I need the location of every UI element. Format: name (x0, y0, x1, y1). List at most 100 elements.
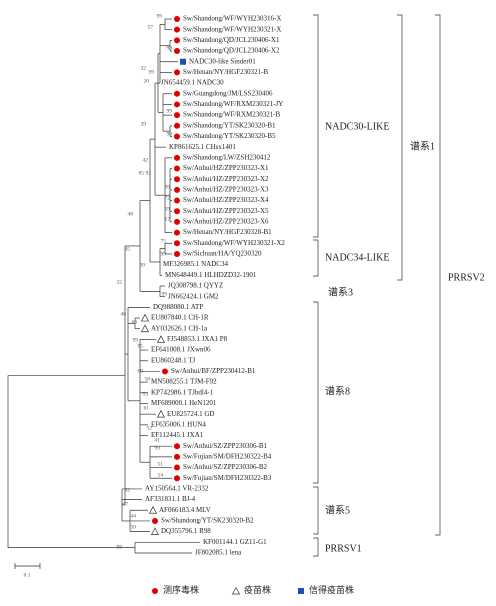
leaf-marker (174, 176, 180, 183)
bootstrap-value: 20 (144, 78, 150, 84)
leaf-marker (174, 475, 180, 482)
bootstrap-value: 61 (144, 405, 150, 411)
leaf-marker (174, 165, 180, 172)
leaf-marker (174, 218, 180, 225)
bootstrap-value: 99 (117, 544, 123, 550)
leaf-label: EF641008.1 JXwn06 (151, 346, 211, 354)
bootstrap-value: 57 (148, 24, 154, 30)
leaf-label: FJ548853.1 JXA1 P8 (167, 335, 228, 343)
leaf-label: JF802085.1 lena (195, 549, 242, 557)
legend-label: 信得疫苗株 (309, 584, 354, 595)
leaf-marker (140, 313, 150, 322)
leaf-label: KP742986.1 TJbdl4-1 (151, 388, 214, 396)
leaf-label: AF331831.1 BJ-4 (145, 495, 196, 503)
legend-label: 疫苗株 (244, 584, 271, 595)
clade-label: 谱系3 (328, 285, 353, 298)
bootstrap-value: 39 (141, 121, 147, 127)
leaf-marker (174, 208, 180, 215)
bootstrap-value: 75 (161, 238, 167, 244)
leaf-marker (180, 58, 186, 65)
bootstrap-value: 99 (133, 337, 139, 343)
leaf-marker (174, 48, 180, 55)
bootstrap-value: 42 (143, 157, 149, 163)
leaf-label: EF635006.1 HUN4 (151, 420, 206, 428)
leaf-label: Sw/Shandong/YT/SK230320-B1 (183, 121, 276, 129)
leaf-label: Sw/Shandong/YT/SK230320-B2 (161, 517, 254, 525)
leaf-marker (148, 506, 158, 514)
leaf-label: Sw/Fujian/SM/DFH230322-B3 (183, 474, 272, 482)
leaf-label: Sw/Shandong/WF/RXM230321-JY (183, 100, 283, 108)
clade-label: 谱系8 (325, 384, 350, 397)
clade-bracket (313, 486, 319, 535)
bootstrap-value: 60 (138, 368, 144, 374)
clade-bracket (313, 239, 319, 277)
leaf-label: Sw/Anhui/BF/ZPP230412-B1 (171, 367, 256, 375)
leaf-label: KP861625.1 CHsx1401 (169, 143, 236, 151)
clade-bracket (435, 14, 441, 536)
leaf-label: DQ988080.1 ATP (153, 303, 203, 311)
leaf-marker (156, 335, 166, 343)
bootstrap-value: 85 (139, 170, 145, 176)
clade-label: NADC30-LIKE (325, 121, 389, 132)
bootstrap-value: 99 (167, 108, 173, 114)
clade-label: 谱系5 (325, 503, 350, 516)
leaf-label: MN508255.1 TJM-F92 (151, 378, 217, 386)
leaf-marker (174, 229, 180, 236)
clade-bracket (313, 14, 319, 238)
bootstrap-value: 62 (125, 487, 131, 493)
leaf-label: NADC30-like Sinder01 (189, 57, 256, 65)
leaf-label: Sw/Sichuan/HA/YQ230320 (183, 250, 262, 258)
bootstrap-value: 17 (165, 216, 171, 222)
bootstrap-value: 45 (125, 246, 131, 252)
leaf-marker (174, 16, 180, 22)
leaf-marker (174, 112, 180, 119)
bootstrap-value: 99 (149, 69, 155, 75)
bootstrap-value: 22 (117, 279, 123, 285)
leaf-label: Sw/Anhui/HZ/ZPP230323-X6 (183, 218, 269, 226)
leaf-label: AY150564.1 VR-2332 (145, 485, 209, 493)
leaf-label: Sw/Shandong/QD/JCL230406-X1 (183, 36, 280, 44)
bootstrap-value: 67 (123, 501, 129, 507)
leaf-marker (174, 154, 180, 161)
bootstrap-value: 50 (131, 524, 137, 530)
leaf-label: EF112445.1 JXA1 (151, 431, 204, 439)
leaf-label: Sw/Anhui/HZ/ZPP230323-X5 (183, 207, 269, 215)
leaf-label: Sw/Shandong/WF/WYH230321-X (183, 25, 281, 33)
scale-label: 0.1 (24, 572, 31, 578)
bootstrap-value: 59 (165, 206, 171, 212)
leaf-label: Sw/Anhui/SZ/ZPP230306-B1 (183, 442, 268, 450)
bootstrap-value: 99 (155, 445, 161, 451)
legend-marker (231, 586, 241, 595)
leaf-marker (174, 26, 180, 33)
legend-marker (152, 588, 158, 594)
bootstrap-value: 99 (165, 184, 171, 190)
leaf-label: AF066183.4 MLV (159, 506, 211, 514)
leaf-marker (150, 527, 160, 535)
bootstrap-value: 48 (128, 211, 134, 217)
leaf-marker (174, 197, 180, 204)
leaf-label: Sw/Shandong/WF/WYH230321-X2 (183, 239, 285, 247)
bootstrap-value: 32 (141, 65, 147, 71)
leaf-label: JN654459.1 NADC30 (161, 79, 224, 87)
leaf-marker (174, 464, 180, 471)
bootstrap-value: 58 (145, 376, 151, 382)
leaf-label: AY032626.1 CH-1a (151, 324, 208, 332)
bootstrap-value: 52 (147, 425, 153, 431)
leaf-label: Sw/Shandong/LW/ZSH230412 (183, 153, 271, 161)
leaf-label: Sw/Anhui/HZ/ZPP230323-X2 (183, 175, 269, 183)
bootstrap-value: 99 (167, 45, 173, 51)
leaf-label: EU860248.1 TJ (151, 356, 195, 364)
bootstrap-value: 53 (143, 391, 149, 397)
leaf-label: EU825724.1 GD (167, 410, 214, 418)
clade-bracket (313, 301, 319, 484)
clade-label: PRRSV2 (448, 272, 485, 283)
leaf-label: JN662424.1 GM2 (168, 292, 219, 300)
leaf-label: JQ308798.1 QYYZ (168, 282, 223, 290)
clade-label: PRRSV1 (325, 543, 362, 554)
leaf-marker (174, 186, 180, 193)
leaf-marker (174, 443, 180, 450)
bootstrap-value: 99 (162, 291, 168, 297)
leaf-label: Sw/Henan/NY/HGF230321-B (183, 68, 268, 76)
bootstrap-value: 93 (146, 170, 152, 176)
leaf-label: Sw/Guangdong/JM/LSS230406 (183, 89, 273, 97)
